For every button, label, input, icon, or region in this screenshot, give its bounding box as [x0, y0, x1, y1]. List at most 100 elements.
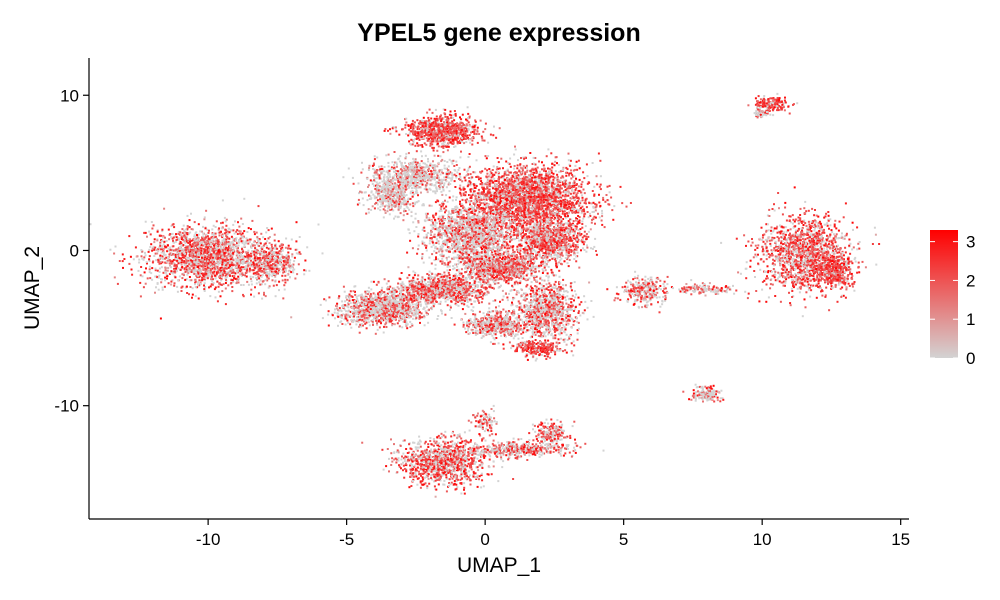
cell-point [238, 251, 241, 254]
cell-point [166, 269, 169, 272]
cell-point [184, 278, 187, 281]
cell-point [460, 150, 462, 153]
cell-point [565, 174, 568, 177]
cell-point [357, 198, 360, 201]
cell-point [434, 108, 437, 111]
cell-point [202, 254, 205, 257]
cell-point [224, 303, 227, 306]
cell-point [181, 265, 184, 268]
cell-point [156, 230, 159, 233]
cell-point [162, 252, 165, 255]
cell-point [393, 217, 395, 220]
cell-point [249, 238, 252, 241]
cell-point [256, 236, 259, 239]
cell-point [137, 269, 140, 272]
cell-point [263, 268, 266, 271]
cell-point [215, 220, 218, 223]
cell-point [275, 272, 278, 275]
cell-point [408, 140, 411, 143]
cell-point [445, 176, 448, 179]
cell-point [236, 229, 239, 232]
cell-point [185, 232, 188, 234]
cell-point [259, 267, 262, 270]
cell-point [433, 173, 436, 176]
cell-point [440, 168, 443, 171]
cell-point [418, 173, 421, 176]
cell-point [238, 277, 240, 280]
cell-point [284, 281, 287, 284]
cell-point [481, 137, 484, 140]
cell-point [185, 278, 188, 281]
cell-point [201, 276, 204, 279]
cell-point [194, 244, 197, 247]
cell-point [122, 266, 124, 269]
cell-point [287, 255, 290, 258]
cell-point [215, 245, 217, 248]
cell-point [446, 118, 449, 121]
cell-point [243, 243, 246, 246]
cell-point [390, 186, 393, 189]
cell-point [184, 270, 187, 273]
cell-point [201, 250, 204, 252]
cell-point [253, 259, 256, 262]
cell-point [426, 132, 429, 135]
cell-point [256, 242, 259, 245]
cell-point [222, 267, 225, 270]
cell-point [177, 232, 180, 235]
cell-point [427, 167, 430, 170]
cell-point [394, 182, 397, 185]
cell-point [210, 255, 213, 258]
cell-point [167, 247, 170, 250]
cell-point [417, 144, 420, 147]
cell-point [239, 272, 242, 275]
cell-point [275, 284, 278, 287]
cell-point [203, 216, 206, 219]
cell-point [438, 179, 441, 182]
cell-point [461, 113, 464, 116]
cell-point [219, 269, 222, 272]
cell-point [439, 182, 442, 185]
cell-point [207, 262, 210, 265]
cell-point [180, 248, 183, 250]
cell-point [177, 252, 180, 255]
cell-point [602, 198, 605, 201]
cell-point [231, 237, 234, 240]
cell-point [442, 151, 445, 154]
cell-point [419, 182, 421, 185]
cell-point [459, 203, 461, 206]
cell-point [306, 246, 309, 249]
cell-point [173, 275, 176, 278]
cell-point [235, 239, 237, 242]
cell-point [241, 248, 243, 250]
cell-point [186, 227, 189, 230]
cell-point [175, 233, 177, 236]
cell-point [155, 286, 157, 289]
cell-point [271, 279, 274, 282]
cell-point [448, 158, 451, 161]
cell-point [397, 158, 400, 161]
cell-point [187, 261, 190, 264]
cell-point [148, 271, 151, 274]
cell-point [191, 296, 193, 299]
cell-point [389, 132, 392, 135]
cell-point [256, 273, 259, 275]
cell-point [400, 168, 402, 171]
cell-point [170, 225, 173, 227]
cell-point [428, 187, 431, 190]
cell-point [197, 243, 199, 246]
cell-point [442, 188, 445, 191]
cell-point [190, 239, 193, 242]
cell-point [183, 255, 186, 258]
cell-point [445, 128, 448, 131]
cell-point [581, 199, 584, 202]
cell-point [176, 252, 179, 255]
cell-point [257, 292, 260, 295]
cell-point [182, 224, 185, 227]
cell-point [387, 153, 390, 156]
cell-point [471, 125, 474, 128]
cell-point [224, 220, 227, 223]
cell-point [216, 247, 219, 250]
cell-point [509, 157, 512, 160]
cell-point [244, 267, 247, 270]
cell-point [261, 246, 264, 249]
